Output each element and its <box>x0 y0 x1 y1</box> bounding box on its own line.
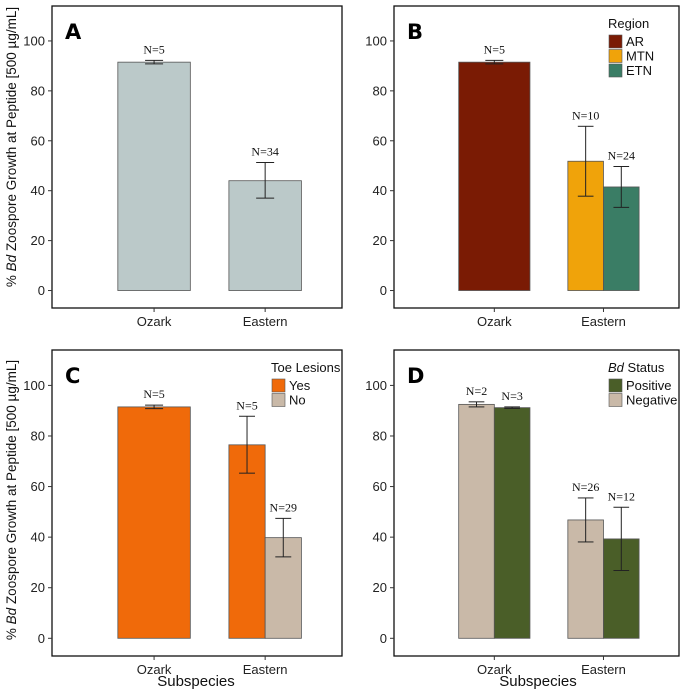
x-axis-label-left: Subspecies <box>157 673 235 690</box>
x-tick-label: Ozark <box>137 662 172 677</box>
legend-swatch-no <box>271 393 286 407</box>
x-tick-label: Eastern <box>581 662 626 677</box>
n-label: N=34 <box>251 144 278 158</box>
y-tick-label: 0 <box>38 631 45 646</box>
y-tick-label: 20 <box>373 233 387 248</box>
legend-label: AR <box>626 34 644 49</box>
legend-title: Region <box>608 16 649 31</box>
n-label: N=10 <box>572 108 599 122</box>
y-tick-label: 80 <box>31 83 45 98</box>
bar-yes-eastern <box>228 444 266 639</box>
x-tick-label: Ozark <box>477 314 512 329</box>
legend-title-suffix: Status <box>624 360 665 375</box>
y-tick-label: 40 <box>373 183 387 198</box>
y-tick-label: 40 <box>31 183 45 198</box>
y-tick-label: 60 <box>31 479 45 494</box>
n-label: N=12 <box>608 489 635 503</box>
plot-frame <box>393 349 680 657</box>
n-label: N=5 <box>143 387 164 401</box>
legend-swatch-negative <box>608 393 623 407</box>
y-tick-label: 0 <box>380 631 387 646</box>
x-tick-label: Eastern <box>581 314 626 329</box>
y-axis-label-top: % Bd Zoospore Growth at Peptide [500 µg/… <box>4 7 19 287</box>
x-axis-label-right: Subspecies <box>499 673 577 690</box>
legend-label: Positive <box>626 378 672 393</box>
y-tick-label: 0 <box>380 283 387 298</box>
legend-title-italic: Bd <box>608 360 625 375</box>
panel-d: 0 20 40 60 80 100 Ozark Eastern N=2 N=3 N=26 N=12 D B… <box>365 349 680 677</box>
legend-swatch-etn <box>608 63 623 78</box>
n-label: N=24 <box>608 148 635 162</box>
legend-label: ETN <box>626 63 652 78</box>
plot-frame <box>51 349 343 657</box>
panel-letter: A <box>65 20 82 44</box>
panel-c: 0 20 40 60 80 100 Ozark Eastern N=5 N=5 N=29 C Toe L… <box>23 349 343 677</box>
panel-b: 0 20 40 60 80 100 Ozark Eastern N=5 N=10 N=24 B Regi… <box>365 5 680 329</box>
y-tick-label: 40 <box>31 530 45 545</box>
y-tick-label: 80 <box>373 428 387 443</box>
legend-title-text: Toe Lesions <box>271 360 341 375</box>
n-label: N=26 <box>572 480 599 494</box>
y-tick-label: 40 <box>373 530 387 545</box>
n-label: N=2 <box>466 384 487 398</box>
n-label: N=29 <box>270 500 297 514</box>
legend-title: Bd Status <box>608 360 665 375</box>
y-tick-label: 100 <box>365 378 387 393</box>
bar-all-ozark <box>117 61 191 291</box>
plot-frame <box>393 5 680 309</box>
bar-positive-ozark <box>493 407 531 639</box>
y-tick-label: 20 <box>31 233 45 248</box>
n-label: N=5 <box>484 42 505 56</box>
legend-title-text: Region <box>608 16 649 31</box>
legend-label: Negative <box>626 393 677 408</box>
y-tick-label: 20 <box>373 580 387 595</box>
y-tick-label: 100 <box>23 33 45 48</box>
n-label: N=3 <box>501 389 522 403</box>
n-label: N=5 <box>236 398 257 412</box>
legend-swatch-yes <box>271 378 286 393</box>
panel-letter: C <box>65 364 80 388</box>
legend-label: No <box>289 393 306 408</box>
x-tick-label: Ozark <box>477 662 512 677</box>
legend-swatch-ar <box>608 34 623 49</box>
bar-all-eastern <box>228 180 302 291</box>
y-tick-label: 60 <box>31 133 45 148</box>
y-tick-label: 80 <box>373 83 387 98</box>
x-tick-label: Eastern <box>243 662 288 677</box>
panel-letter: D <box>407 364 424 388</box>
bar-negative-ozark <box>458 403 495 639</box>
x-tick-label: Ozark <box>137 314 172 329</box>
y-tick-label: 60 <box>373 479 387 494</box>
y-tick-label: 100 <box>365 33 387 48</box>
x-tick-label: Eastern <box>243 314 288 329</box>
y-tick-label: 0 <box>38 283 45 298</box>
y-axis-label-bottom: % Bd Zoospore Growth at Peptide [500 µg/… <box>4 360 19 640</box>
legend-swatch-mtn <box>608 49 623 63</box>
legend-label: Yes <box>289 378 311 393</box>
legend-swatch-positive <box>608 378 623 393</box>
bar-ar-ozark <box>458 61 531 291</box>
panel-letter: B <box>407 20 423 44</box>
plot-frame <box>51 5 343 309</box>
legend-label: MTN <box>626 49 654 64</box>
panel-a: 0 20 40 60 80 100 Ozark Eastern N=5 N=34 A <box>23 5 343 329</box>
y-tick-label: 80 <box>31 428 45 443</box>
y-tick-label: 100 <box>23 378 45 393</box>
n-label: N=5 <box>143 42 164 56</box>
y-tick-label: 20 <box>31 580 45 595</box>
bar-yes-ozark <box>117 406 191 639</box>
y-tick-label: 60 <box>373 133 387 148</box>
legend-title: Toe Lesions <box>271 360 341 375</box>
